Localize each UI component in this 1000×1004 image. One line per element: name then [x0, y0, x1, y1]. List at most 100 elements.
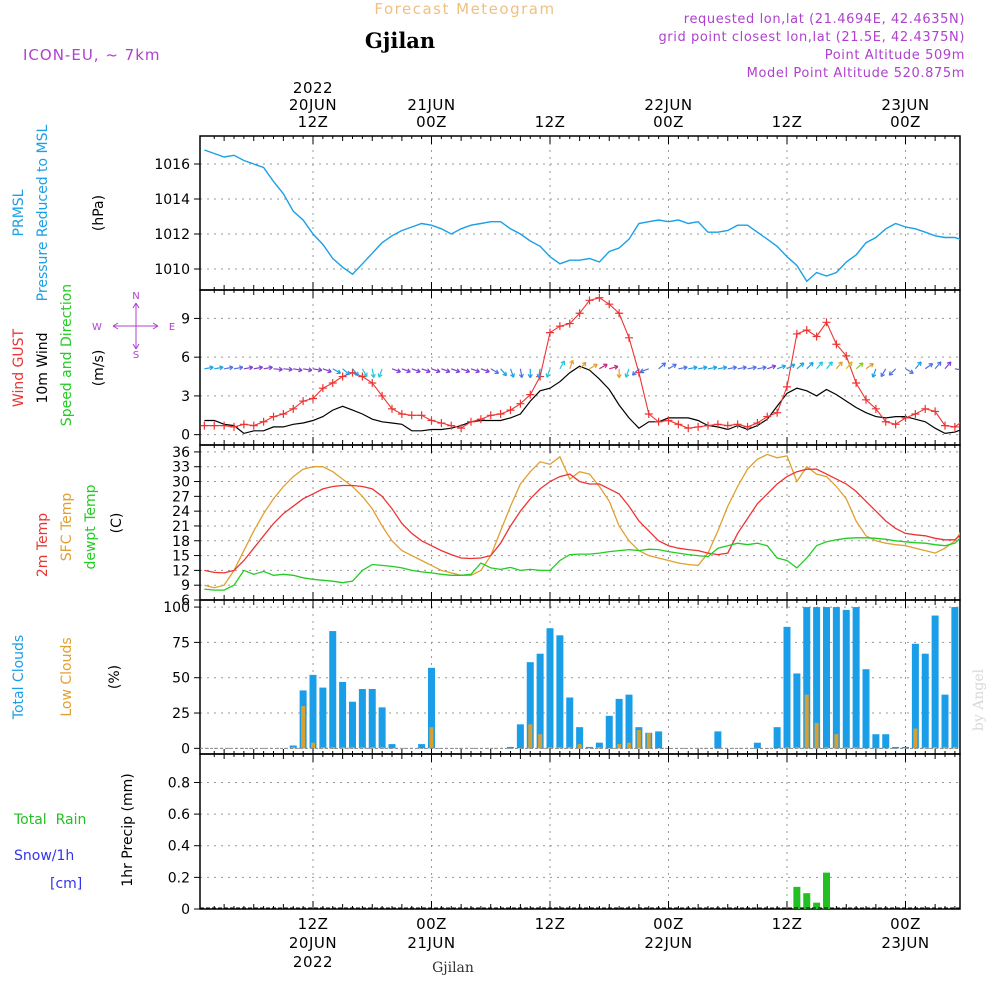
gust-marker	[743, 422, 752, 431]
wind-arrow-head	[672, 363, 677, 369]
y-tick-label: 0	[181, 428, 190, 444]
gust-marker	[269, 412, 278, 421]
total-cloud-bar	[358, 689, 366, 749]
wind-arrow	[589, 363, 598, 370]
wind-arrow-head	[545, 373, 551, 378]
wind-arrow	[263, 365, 273, 371]
wind-arrow-shaft	[806, 362, 814, 370]
gust-marker	[358, 372, 367, 381]
wind-arrow-head	[354, 371, 359, 377]
wind-arrow	[342, 368, 351, 376]
panel-4-frame	[199, 753, 961, 910]
snow-unit-legend: [cm]	[50, 876, 82, 892]
precip-plot	[200, 872, 960, 909]
total-cloud-bar	[941, 694, 949, 749]
low-cloud-bar	[320, 746, 325, 749]
gust-marker	[950, 422, 959, 431]
total-cloud-bar	[813, 607, 821, 749]
wind-arrow	[914, 361, 922, 370]
total-cloud-bar	[329, 631, 337, 749]
wind-ylabels: Wind GUST 10m Wind Speed and Direction (…	[11, 284, 175, 426]
low-cloud-bar	[380, 746, 385, 749]
gust-marker	[200, 421, 209, 430]
gust-marker	[388, 404, 396, 413]
wind-arrow-shaft	[678, 366, 688, 370]
total-cloud-bar	[428, 667, 435, 749]
top-time-label: 00Z	[890, 113, 921, 131]
wind-arrow-shaft	[914, 361, 922, 370]
gust-label: Wind GUST	[11, 328, 27, 407]
wind-arrow-head	[219, 365, 224, 371]
wind-arrow-head	[209, 365, 214, 371]
wind-arrow	[283, 366, 293, 372]
compass-e: E	[169, 322, 175, 333]
wind-speed-line	[204, 365, 960, 435]
total-cloud-bar	[902, 746, 909, 749]
wind-arrow	[421, 368, 431, 374]
wind-arrow	[391, 368, 401, 374]
wind-arrow-shaft	[371, 368, 375, 378]
y-tick-label: 0.2	[168, 870, 190, 886]
wind-arrow-shaft	[322, 368, 332, 373]
total-cloud-bar	[852, 607, 860, 749]
low-cloud-bar	[963, 744, 967, 748]
wind-arrow-head	[771, 364, 777, 370]
gust-marker	[812, 332, 821, 341]
top-time-label: 2022	[293, 79, 333, 97]
total-cloud-bar	[368, 689, 376, 749]
wind-arrow-shaft	[490, 368, 499, 374]
wind-arrow-head	[510, 373, 515, 378]
sfc-temp-series-line	[204, 453, 960, 589]
top-time-label: 23JUN	[881, 96, 929, 114]
gust-marker	[822, 318, 831, 327]
gust-marker	[961, 415, 969, 423]
wind-arrow-shaft	[352, 368, 359, 377]
gust-marker	[506, 406, 515, 415]
wind-arrow	[786, 363, 796, 370]
low-clouds-label: Low Clouds	[59, 637, 75, 716]
wind-arrow	[559, 360, 566, 370]
wind-arrow-shaft	[273, 368, 283, 371]
wind-arrow	[370, 368, 376, 379]
total-cloud-bar	[576, 727, 584, 749]
pressure-unit: (hPa)	[91, 195, 107, 231]
wind-arrow-shaft	[303, 368, 313, 371]
low-cloud-bar	[854, 746, 859, 749]
gust-marker	[792, 329, 801, 338]
wind-arrow-shaft	[559, 360, 565, 370]
wind-arrow	[727, 365, 738, 371]
wind-arrow-shaft	[293, 368, 303, 371]
low-cloud-bar	[538, 734, 543, 749]
total-cloud-bar	[753, 742, 761, 749]
wind-arrow-shaft	[312, 368, 322, 371]
y-tick-label: 1010	[154, 262, 190, 278]
gust-marker	[309, 394, 317, 403]
wind-arrow-shaft	[796, 362, 805, 370]
total-cloud-bar	[566, 697, 574, 749]
low-cloud-bar	[627, 742, 631, 749]
wind-arrow	[490, 368, 500, 374]
wind-arrow-head	[308, 367, 313, 373]
wind-arrow-shaft	[625, 368, 630, 378]
top-time-label: 12Z	[772, 113, 803, 131]
gust-marker	[318, 384, 327, 393]
wind-arrow-head	[616, 374, 622, 379]
wind-arrow-shaft	[658, 362, 666, 370]
temp2m-label: 2m Temp	[35, 513, 51, 577]
low-cloud-bar	[814, 722, 819, 749]
wind-arrow-head	[560, 360, 566, 366]
gust-marker	[546, 328, 554, 337]
y-tick-label: 0.6	[168, 807, 190, 823]
top-time-label: 12Z	[298, 113, 329, 131]
top-time-label: 21JUN	[407, 96, 455, 114]
top-time-label: 00Z	[653, 113, 684, 131]
total-cloud-bar	[349, 701, 356, 749]
wind-arrow	[312, 367, 323, 373]
wind-arrow-shaft	[451, 368, 460, 373]
wind-arrow-shaft	[767, 365, 776, 370]
wind-arrow-head	[790, 363, 796, 369]
wind-arrow-head	[603, 363, 608, 369]
wind-arrow-head	[518, 373, 524, 379]
wind-arrow-head	[683, 365, 688, 371]
wind-arrow-shaft	[888, 368, 897, 376]
